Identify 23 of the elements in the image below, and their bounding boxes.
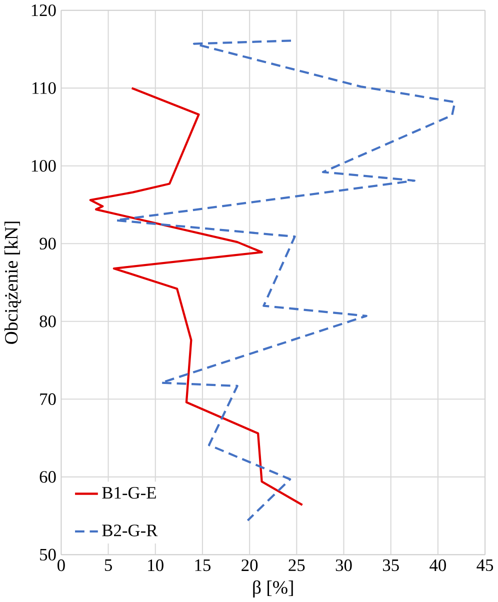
x-tick-label: 15 bbox=[195, 559, 210, 572]
x-tick-label: 20 bbox=[242, 559, 258, 572]
y-axis-title: Obciążenie [kN] bbox=[4, 222, 22, 344]
x-tick-label: 35 bbox=[382, 559, 399, 572]
y-tick-label: 80 bbox=[40, 316, 56, 328]
x-tick-label: 10 bbox=[148, 559, 164, 572]
y-tick-label: 100 bbox=[32, 160, 56, 172]
y-tick-label: 120 bbox=[32, 4, 56, 16]
x-tick-label: 25 bbox=[288, 559, 305, 572]
y-tick-label: 70 bbox=[40, 393, 56, 406]
y-tick-label: 90 bbox=[40, 238, 56, 250]
x-tick-label: 0 bbox=[57, 559, 65, 572]
y-tick-label: 50 bbox=[40, 548, 56, 561]
x-tick-label: 30 bbox=[336, 559, 352, 572]
y-tick-label: 60 bbox=[40, 471, 56, 483]
legend-label: B1-G-E bbox=[102, 486, 156, 499]
x-tick-label: 5 bbox=[104, 559, 112, 571]
y-tick-label: 110 bbox=[32, 82, 56, 94]
line-series bbox=[89, 87, 304, 506]
x-axis-title: β [%] bbox=[253, 580, 293, 598]
x-tick-label: 45 bbox=[476, 559, 493, 572]
x-tick-label: 40 bbox=[429, 559, 446, 572]
legend-label: B2-G-R bbox=[102, 524, 158, 536]
